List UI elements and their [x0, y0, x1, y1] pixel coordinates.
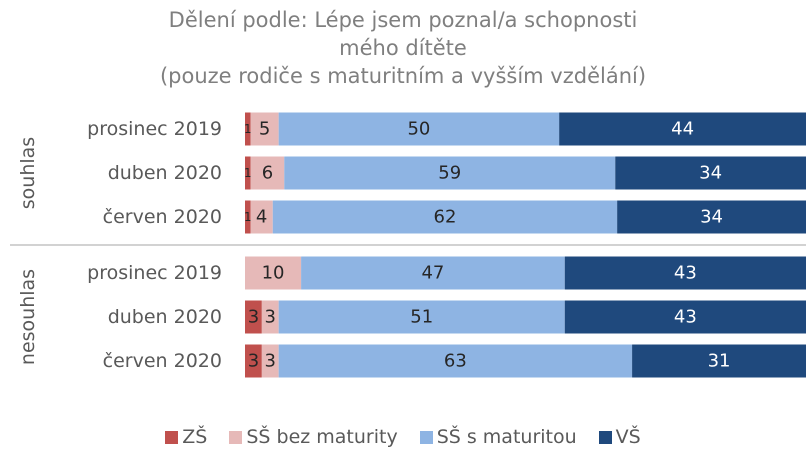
bar-segment	[278, 344, 633, 378]
data-label: 47	[421, 263, 444, 284]
legend-item: SŠ s maturitou	[419, 426, 577, 448]
bar-segment	[250, 156, 285, 190]
group-label: souhlas	[17, 137, 39, 209]
data-label: 59	[438, 163, 461, 184]
data-label: 43	[674, 307, 697, 328]
category-label: duben 2020	[108, 162, 222, 184]
bar-segment	[278, 112, 560, 146]
bar-segment	[564, 256, 806, 290]
data-label: 34	[699, 163, 722, 184]
data-label: 34	[700, 207, 723, 228]
legend-item: ZŠ	[165, 426, 207, 448]
data-label: 3	[248, 307, 259, 328]
group-label: nesouhlas	[17, 269, 39, 365]
legend-item: VŠ	[598, 426, 641, 448]
category-label: prosinec 2019	[87, 118, 222, 140]
data-label: 3	[265, 307, 276, 328]
chart-subtitle: (pouze rodiče s maturitním a vyšším vzdě…	[159, 64, 647, 88]
bar-segment	[245, 200, 251, 234]
bar-segment	[245, 112, 251, 146]
data-label: 10	[262, 263, 285, 284]
category-label: duben 2020	[108, 306, 222, 328]
data-label: 62	[434, 207, 457, 228]
data-label: 5	[259, 119, 270, 140]
bar-segment	[250, 200, 273, 234]
bar-segment	[564, 300, 806, 334]
data-label: 43	[674, 263, 697, 284]
data-label: 31	[708, 351, 731, 372]
data-label: 44	[671, 119, 694, 140]
bar-segment	[278, 300, 565, 334]
legend-item: SŠ bez maturity	[229, 426, 398, 448]
bar-segment	[284, 156, 616, 190]
legend-swatch	[165, 430, 179, 444]
bar-segment	[559, 112, 806, 146]
legend-label: SŠ s maturitou	[436, 426, 577, 448]
data-label: 1	[244, 210, 252, 224]
legend: ZŠ SŠ bez maturity SŠ s maturitou VŠ	[0, 426, 806, 448]
data-label: 3	[265, 351, 276, 372]
bar-segment	[245, 156, 251, 190]
bar-segment	[245, 256, 302, 290]
data-label: 1	[244, 122, 252, 136]
bar-segment	[301, 256, 565, 290]
legend-swatch	[229, 430, 243, 444]
category-label: červen 2020	[103, 350, 222, 372]
legend-swatch	[598, 430, 612, 444]
bar-segment	[617, 200, 806, 234]
bar-segment	[632, 344, 806, 378]
bar-segment	[261, 300, 279, 334]
data-label: 4	[256, 207, 267, 228]
bar-segment	[261, 344, 279, 378]
data-label: 50	[407, 119, 430, 140]
bar-segment	[272, 200, 618, 234]
data-label: 6	[262, 163, 273, 184]
bar-segment	[250, 112, 279, 146]
legend-label: SŠ bez maturity	[246, 426, 398, 448]
bar-segment	[245, 300, 262, 334]
chart-title: Dělení podle: Lépe jsem poznal/a schopno…	[168, 8, 638, 60]
legend-swatch	[419, 430, 433, 444]
category-label: prosinec 2019	[87, 262, 222, 284]
title-block: Dělení podle: Lépe jsem poznal/a schopno…	[0, 6, 806, 90]
data-label: 1	[244, 166, 252, 180]
data-label: 51	[410, 307, 433, 328]
bar-segment	[615, 156, 806, 190]
legend-label: VŠ	[615, 426, 641, 448]
data-label: 3	[248, 351, 259, 372]
bar-segment	[245, 344, 262, 378]
data-label: 63	[444, 351, 467, 372]
category-label: červen 2020	[103, 206, 222, 228]
legend-label: ZŠ	[182, 426, 208, 448]
